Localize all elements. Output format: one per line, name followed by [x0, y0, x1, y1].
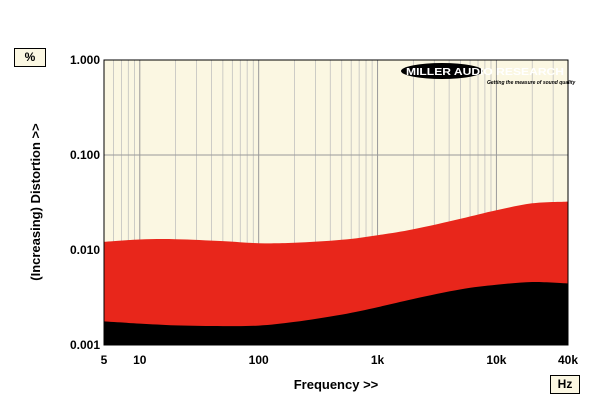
- x-unit-label: Hz: [550, 375, 580, 394]
- x-tick-label: 40k: [558, 353, 578, 367]
- miller-audio-research-logo: MILLER AUDIO RESEARCH Getting the measur…: [401, 63, 576, 86]
- data-areas: [104, 201, 568, 345]
- x-tick-labels: 5 10 100 1k 10k 40k: [101, 353, 579, 367]
- y-unit-label: %: [14, 48, 46, 67]
- y-tick-label: 0.100: [70, 148, 100, 162]
- black-distortion-area: [104, 281, 568, 345]
- logo-name-text: MILLER AUDIO RESEARCH: [406, 66, 564, 78]
- y-tick-label: 0.010: [70, 243, 100, 257]
- y-tick-label: 0.001: [70, 338, 100, 352]
- x-axis-label: Frequency >>: [294, 377, 379, 392]
- y-tick-labels: 1.000 0.100 0.010 0.001: [70, 53, 100, 352]
- x-tick-label: 1k: [371, 353, 385, 367]
- y-axis-label: (Increasing) Distortion >>: [28, 123, 43, 281]
- x-tick-label: 100: [249, 353, 269, 367]
- logo-tagline-text: Getting the measure of sound quality: [487, 80, 576, 86]
- x-tick-label: 10k: [486, 353, 506, 367]
- x-tick-label: 10: [133, 353, 147, 367]
- plot-frame: [103, 59, 569, 346]
- y-tick-label: 1.000: [70, 53, 100, 67]
- x-tick-label: 5: [101, 353, 108, 367]
